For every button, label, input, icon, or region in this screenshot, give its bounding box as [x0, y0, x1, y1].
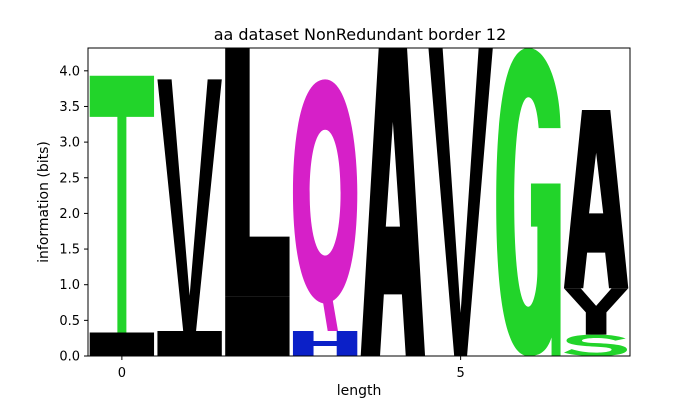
logo-letter-i-pos-1	[157, 331, 222, 356]
logo-letter-v-pos-1	[157, 79, 222, 332]
y-tick-label: 4.0	[59, 64, 80, 79]
logo-letter-l-pos-2	[225, 48, 290, 297]
logo-letter-s-pos-7	[563, 334, 628, 356]
y-tick-label: 3.0	[59, 136, 80, 151]
y-tick-label: 1.0	[59, 278, 80, 293]
plot-frame	[87, 47, 631, 357]
logo-letter-v-pos-5	[428, 48, 493, 356]
logo-letter-a-pos-4	[360, 48, 426, 356]
logo-letter-a-pos-7	[563, 110, 629, 289]
x-tick-label: 0	[118, 366, 126, 381]
logo-letter-m-pos-2	[225, 296, 290, 356]
y-tick-label: 0.5	[59, 314, 80, 329]
logo-letter-h-pos-3	[292, 331, 358, 356]
logo-letter-t-pos-0	[89, 75, 155, 333]
x-tick-label: 5	[456, 366, 464, 381]
logo-letter-i-pos-0	[89, 332, 155, 356]
y-tick-label: 2.0	[59, 207, 80, 222]
y-tick-label: 1.5	[59, 243, 80, 258]
y-tick-label: 2.5	[59, 171, 80, 186]
x-axis-label: length	[337, 383, 382, 399]
chart-title: aa dataset NonRedundant border 12	[214, 25, 507, 44]
y-axis-label: information (bits)	[36, 141, 52, 263]
logo-letter-q-pos-3	[292, 79, 358, 332]
y-axis: 0.0 0.5 1.0 1.5 2.0 2.5 3.0 3.5 4.0	[59, 64, 88, 365]
y-tick-label: 0.0	[59, 350, 80, 365]
letter-stacks	[89, 48, 629, 356]
logo-letter-y-pos-7	[563, 288, 629, 335]
logo-letter-g-pos-6	[496, 48, 561, 356]
y-tick-label: 3.5	[59, 100, 80, 115]
